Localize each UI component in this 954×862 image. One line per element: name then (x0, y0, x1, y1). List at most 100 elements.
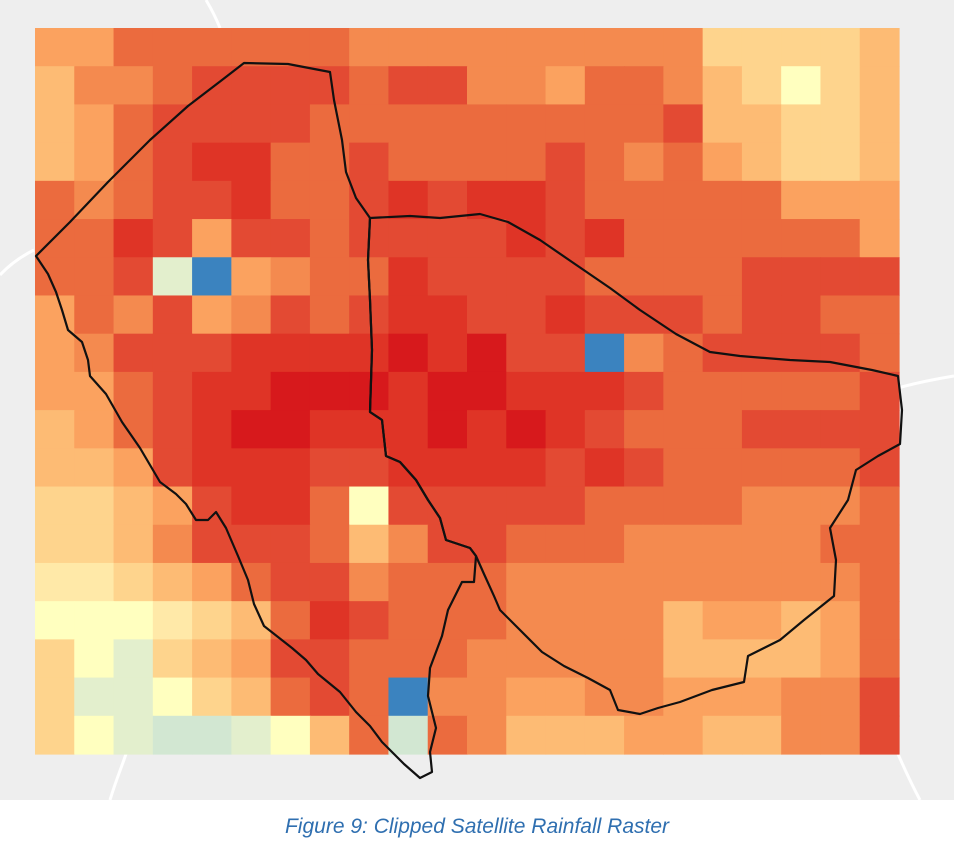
raster-cell (741, 257, 782, 297)
raster-cell (741, 104, 782, 144)
raster-cell (545, 28, 586, 67)
raster-cell (388, 333, 429, 373)
raster-cell (388, 639, 429, 679)
raster-cell (74, 66, 115, 106)
raster-cell (741, 295, 782, 335)
raster-cell (545, 562, 586, 602)
raster-cell (349, 562, 390, 602)
raster-cell (74, 677, 115, 717)
raster-cell (74, 295, 115, 335)
raster-cell (192, 601, 232, 640)
raster-cell (781, 257, 822, 297)
raster-cell (113, 562, 154, 602)
raster-cell (231, 486, 272, 526)
raster-cell (192, 448, 232, 488)
raster-cell (859, 715, 900, 755)
raster-cell (388, 410, 429, 449)
raster-cell (702, 371, 743, 411)
raster-cell (467, 333, 507, 373)
raster-cell (545, 524, 586, 564)
raster-cell (231, 104, 272, 144)
raster-cell (663, 524, 704, 564)
raster-cell (506, 486, 547, 526)
raster-cell (192, 333, 232, 373)
raster-cell (702, 524, 743, 564)
raster-cell (427, 486, 468, 526)
raster-cell (35, 448, 75, 488)
raster-cell (624, 28, 664, 67)
raster-cell (231, 333, 272, 373)
raster-cell (152, 639, 193, 679)
raster-cell (741, 180, 782, 220)
raster-cell (427, 104, 468, 144)
raster-cell (349, 448, 390, 488)
raster-cell (741, 142, 782, 182)
raster-cell (781, 66, 822, 106)
raster-cell (859, 28, 900, 67)
map-canvas[interactable] (0, 0, 954, 800)
raster-cell (584, 295, 625, 335)
raster-cell (113, 333, 154, 373)
raster-cell (624, 180, 664, 220)
raster-cell (781, 448, 822, 488)
raster-cell (584, 28, 625, 67)
raster-cell (702, 295, 743, 335)
raster-cell (781, 371, 822, 411)
raster-cell (309, 104, 350, 144)
raster-cell (781, 410, 822, 449)
raster-cell (388, 219, 429, 258)
raster-cell (467, 219, 507, 258)
raster-cell (781, 562, 822, 602)
raster-cell (545, 448, 586, 488)
raster-cell (152, 104, 193, 144)
raster-cell (584, 371, 625, 411)
raster-cell (349, 371, 390, 411)
raster-cell (192, 410, 232, 449)
raster-cell (467, 715, 507, 755)
raster-cell (349, 677, 390, 717)
raster-cell (309, 371, 350, 411)
raster-cell (624, 142, 664, 182)
raster-cell (427, 180, 468, 220)
raster-cell (467, 677, 507, 717)
raster-cell (741, 524, 782, 564)
raster-cell (741, 333, 782, 373)
raster-cell (74, 219, 115, 258)
raster-cell (349, 524, 390, 564)
raster-cell (506, 28, 547, 67)
raster-cell (113, 715, 154, 755)
raster-cell (231, 639, 272, 679)
raster-cell (349, 66, 390, 106)
raster-cell (192, 295, 232, 335)
raster-cell (467, 524, 507, 564)
raster-cell (741, 66, 782, 106)
basemap-road (204, 0, 222, 29)
raster-cell (584, 180, 625, 220)
raster-cell (309, 219, 350, 258)
raster-cell (113, 219, 154, 258)
raster-cell (192, 104, 232, 144)
raster-cell (388, 28, 429, 67)
raster-cell (152, 295, 193, 335)
raster-cell (859, 104, 900, 144)
raster-cell (388, 257, 429, 297)
raster-cell (270, 486, 311, 526)
raster-cell (427, 333, 468, 373)
raster-cell (741, 448, 782, 488)
raster-cell (663, 448, 704, 488)
raster-cell (741, 371, 782, 411)
raster-cell (781, 677, 822, 717)
raster-cell (702, 257, 743, 297)
raster-cell (388, 562, 429, 602)
raster-cell (388, 180, 429, 220)
raster-cell (859, 601, 900, 640)
raster-cell (781, 295, 822, 335)
raster-cell (192, 524, 232, 564)
raster-cell (309, 601, 350, 640)
raster-cell (545, 333, 586, 373)
raster-cell (467, 28, 507, 67)
raster-cell (35, 66, 75, 106)
raster-cell (506, 601, 547, 640)
raster-cell (820, 486, 861, 526)
raster-cell (231, 219, 272, 258)
